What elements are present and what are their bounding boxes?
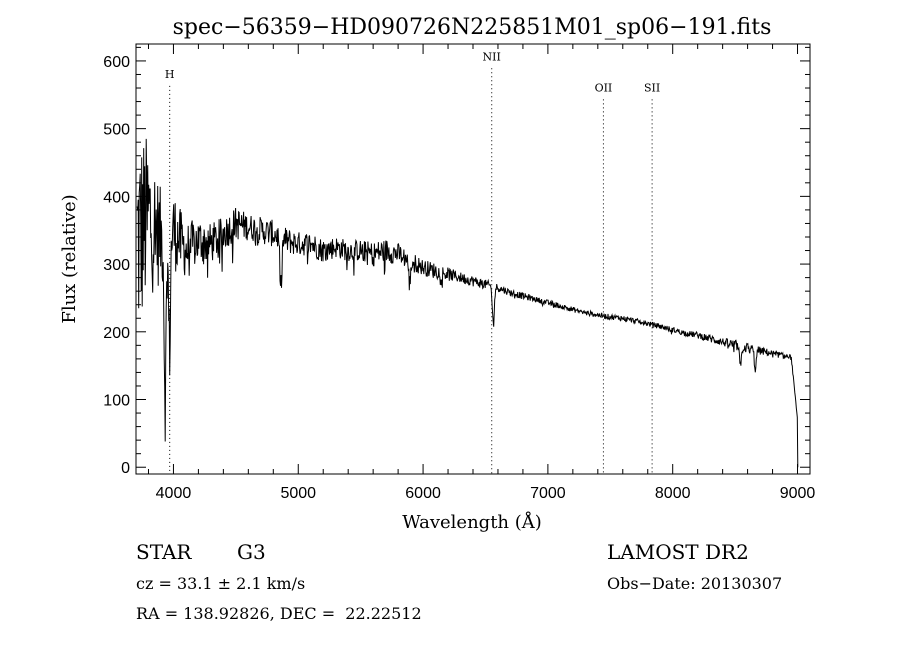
y-tick-label: 600 [103, 54, 130, 71]
object-subclass: G3 [237, 540, 266, 564]
y-tick-label: 100 [103, 393, 130, 410]
x-tick-label: 7000 [530, 485, 566, 502]
line-marker-label: OII [595, 81, 613, 94]
line-marker-label: H [165, 68, 175, 81]
y-tick-label: 500 [103, 122, 130, 139]
y-tick-label: 0 [121, 460, 130, 477]
x-tick-labels: 4000 5000 6000 7000 8000 9000 [156, 485, 816, 502]
survey-name: LAMOST DR2 [607, 540, 749, 564]
plot-frame [135, 43, 811, 475]
line-marker-label: NII [483, 50, 501, 63]
y-tick-label: 400 [103, 189, 130, 206]
x-tick-label: 4000 [156, 485, 192, 502]
spectrum-line [136, 138, 799, 468]
observation-date: Obs−Date: 20130307 [607, 574, 783, 593]
x-tick-label: 8000 [655, 485, 691, 502]
line-marker-label: SII [644, 81, 660, 94]
y-tick-label: 200 [103, 325, 130, 342]
y-axis-label: Flux (relative) [59, 194, 80, 323]
axis-ticks [136, 44, 810, 474]
spectrum-chart: spec−56359−HD090726N225851M01_sp06−191.f… [59, 15, 816, 533]
x-tick-label: 6000 [405, 485, 441, 502]
emission-line-markers: H NII OII SII [165, 50, 660, 474]
y-tick-label: 300 [103, 257, 130, 274]
x-tick-label: 9000 [780, 485, 816, 502]
y-tick-labels: 0 100 200 300 400 500 600 [103, 54, 130, 477]
x-tick-label: 5000 [280, 485, 316, 502]
object-class: STAR [136, 540, 192, 564]
x-axis-label: Wavelength (Å) [402, 511, 542, 533]
redshift-text: cz = 33.1 ± 2.1 km/s [136, 574, 306, 593]
chart-title: spec−56359−HD090726N225851M01_sp06−191.f… [173, 15, 772, 40]
coordinates-text: RA = 138.92826, DEC = 22.22512 [136, 604, 422, 623]
